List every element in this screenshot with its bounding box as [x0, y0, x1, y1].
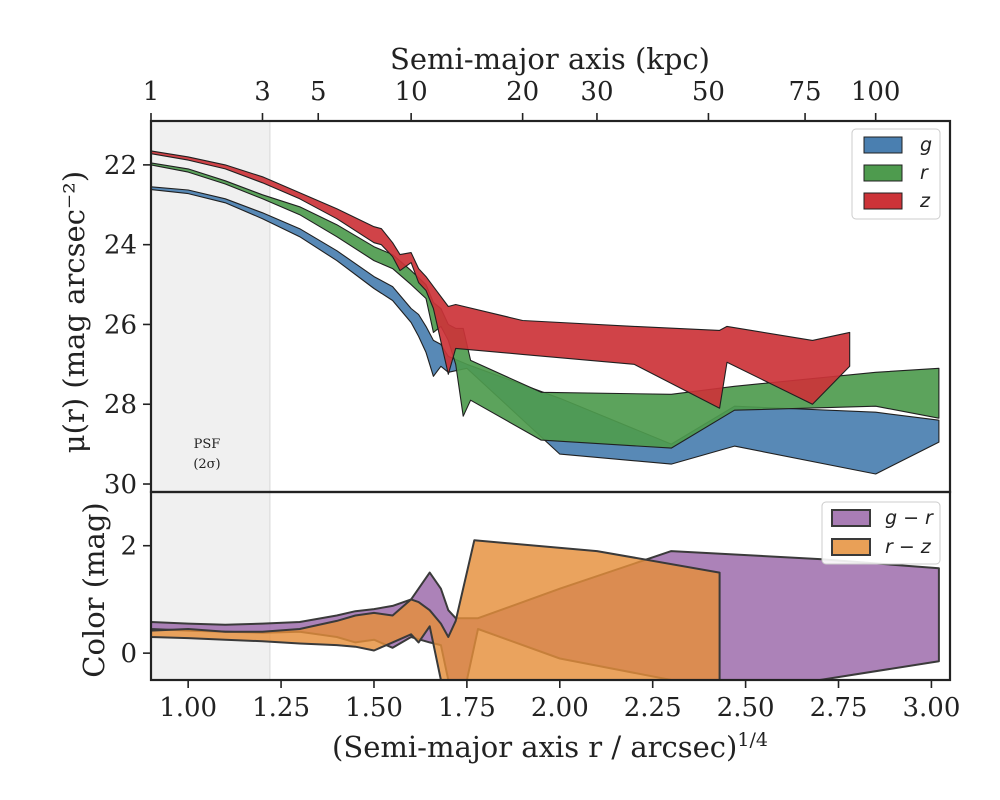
- bottom-x-axis-label-text: (Semi-major axis r / arcsec): [332, 730, 737, 764]
- x-tick-label-1-50: 1.50: [345, 693, 403, 723]
- legend-swatch-r-minus-z: [831, 538, 871, 556]
- color-legend: g − r r − z: [821, 501, 941, 565]
- psf-label-line2: (2σ): [193, 457, 220, 472]
- top-tick-label-5: 5: [310, 77, 327, 107]
- y-tick-label-30: 30: [104, 470, 137, 500]
- band-g: [151, 186, 940, 475]
- color-panel: 0 2 1.00 1.25 1.50 1.75 2.00 2.25 2.50 2.75 3.00 g…: [120, 491, 960, 723]
- psf-label-line1: PSF: [194, 437, 221, 452]
- surface-brightness-legend: grz: [851, 128, 941, 220]
- x-tick-label-1-25: 1.25: [252, 693, 310, 723]
- legend-label-z: z: [919, 190, 931, 212]
- x-tick-label-2-50: 2.50: [717, 693, 775, 723]
- bottom-panel-y-axis-label: Color (mag): [77, 502, 111, 677]
- psf-region-top: [150, 120, 271, 493]
- legend-label-g-minus-r: g − r: [885, 507, 934, 529]
- legend-swatch-z: [863, 192, 903, 210]
- y-tick-label-22: 22: [104, 151, 137, 181]
- top-tick-label-75: 75: [789, 77, 822, 107]
- y-tick-label-26: 26: [104, 310, 137, 340]
- top-panel-y-axis-label: μ(r) (mag arcsec⁻²): [57, 171, 91, 453]
- top-tick-label-10: 10: [395, 77, 428, 107]
- legend-swatch-g: [863, 136, 903, 154]
- legend-swatch-g-minus-r: [831, 509, 871, 527]
- y-tick-label-28: 28: [104, 390, 137, 420]
- bottom-x-axis-label: (Semi-major axis r / arcsec)1/4: [332, 729, 768, 764]
- y-tick-label-24: 24: [104, 231, 137, 261]
- legend-label-r-minus-z: r − z: [885, 536, 932, 558]
- legend-swatch-r: [863, 164, 903, 182]
- x-tick-label-2-25: 2.25: [624, 693, 682, 723]
- bottom-x-axis-label-exponent: 1/4: [737, 729, 768, 751]
- band-r-minus-z: [151, 539, 721, 680]
- top-tick-label-1: 1: [143, 77, 160, 107]
- x-tick-label-2-00: 2.00: [531, 693, 589, 723]
- color-y-tick-label-0: 0: [120, 639, 137, 669]
- surface-brightness-panel: 22 24 26 28 30 1 3 5 10 20 30 50 75 100 grz: [104, 77, 941, 500]
- legend-label-r: r: [920, 162, 929, 184]
- x-tick-label-1-00: 1.00: [159, 693, 217, 723]
- x-tick-label-2-75: 2.75: [810, 693, 868, 723]
- psf-region-bottom: [150, 491, 271, 681]
- bottom-panel-frame: [149, 490, 952, 682]
- top-tick-label-20: 20: [506, 77, 539, 107]
- top-x-axis-label: Semi-major axis (kpc): [390, 42, 710, 76]
- top-tick-label-30: 30: [580, 77, 613, 107]
- x-tick-label-1-75: 1.75: [438, 693, 496, 723]
- x-tick-label-3-00: 3.00: [902, 693, 960, 723]
- top-tick-label-100: 100: [851, 77, 901, 107]
- legend-label-g: g: [920, 134, 932, 156]
- top-tick-label-50: 50: [692, 77, 725, 107]
- color-y-tick-label-2: 2: [120, 532, 137, 562]
- band-z: [151, 150, 851, 409]
- top-tick-label-3: 3: [254, 77, 271, 107]
